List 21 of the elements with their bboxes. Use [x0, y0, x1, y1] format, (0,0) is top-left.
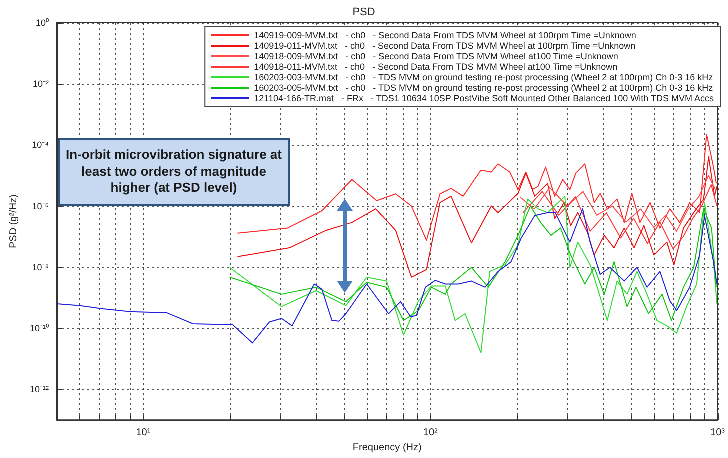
y-tick-label: 10⁻⁴	[32, 140, 50, 150]
legend-label: 160203-003-MVM.txt - ch0 - TDS MVM on ground testing re-post processing (Wheel 2 at 100rpm) Ch 0-3 16 kHz	[254, 72, 714, 82]
y-tick-label: 10⁻⁸	[32, 262, 50, 272]
chart-title: PSD	[352, 6, 376, 18]
x-axis-title: Frequency (Hz)	[352, 442, 422, 454]
legend-label: 140919-011-MVM.txt - ch0 - Second Data From TDS MVM Wheel at 100rpm Time =Unknown	[254, 41, 636, 51]
y-tick-label: 10⁻⁶	[32, 201, 50, 212]
legend-label: 140919-009-MVM.txt - ch0 - Second Data From TDS MVM Wheel at 100rpm Time =Unknown	[254, 30, 636, 40]
legend-label: 160203-005-MVM.txt - ch0 - TDS MVM on ground testing re-post processing (Wheel 2 at 100rpm) Ch 0-3 16 kHz	[254, 83, 714, 93]
x-tick-label: 10¹	[136, 428, 152, 439]
x-tick-label: 10³	[710, 428, 726, 439]
y-tick-label: 10⁰	[36, 18, 49, 28]
y-tick-label: 10⁻¹⁰	[30, 323, 49, 334]
annotation: In-orbit microvibration signature at least two orders of magnitude higher (at PSD level)	[58, 138, 290, 206]
legend-label: 140918-011-MVM.txt - ch0 - Second Data From TDS MVM Wheel at100 Time =Unknown	[254, 62, 618, 72]
x-tick-label: 10²	[423, 428, 439, 439]
y-tick-label: 10⁻¹²	[30, 384, 49, 395]
y-axis-title: PSD (g²/Hz)	[8, 194, 20, 249]
y-tick-label: 10⁻²	[32, 79, 49, 90]
legend-label: 121104-166-TR.mat - FRx - TDS1 10634 10SP PostVibe Soft Mounted Other Balanced 100 With TDS MVM Accs	[254, 94, 715, 104]
legend-label: 140918-009-MVM.txt - ch0 - Second Data From TDS MVM Wheel at100 Time =Unknown	[254, 52, 618, 62]
